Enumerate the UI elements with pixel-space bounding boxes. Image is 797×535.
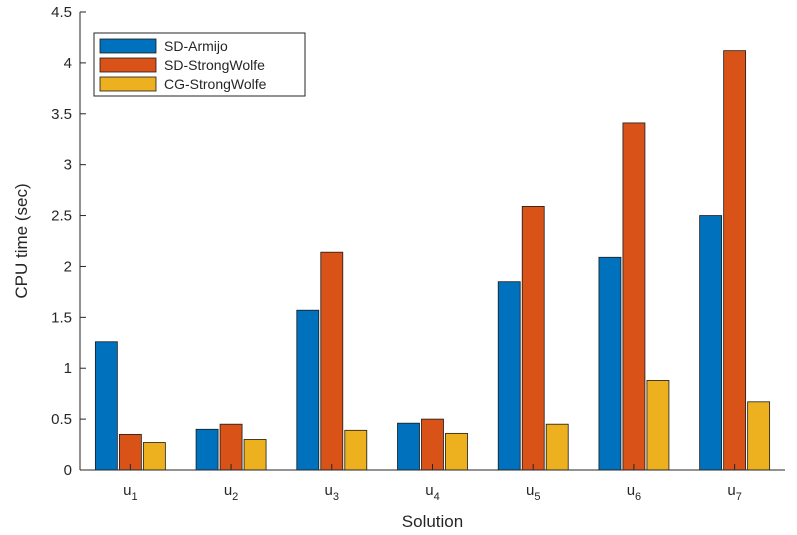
bar-sd-armijo-u7	[699, 215, 723, 471]
x-tick-label: u5	[526, 482, 540, 503]
ticks-group: 0 0.5 1 1.5 2 2.5 3 3.5 4 4.5 u1 u2 u3 u4 u5 u6 u7	[51, 4, 742, 503]
legend-swatch	[99, 38, 157, 54]
bar-cg-strongwolfe-u3	[344, 429, 368, 471]
bar-sd-strongwolfe-u5	[521, 205, 545, 471]
x-tick-label: u1	[123, 482, 137, 503]
bar-sd-strongwolfe-u7	[723, 50, 747, 471]
y-tick-label: 1	[64, 360, 72, 377]
bar-cg-strongwolfe-u1	[142, 442, 166, 471]
bar-sd-armijo-u2	[195, 428, 219, 471]
y-tick-label: 4	[64, 55, 72, 72]
x-tick-label: u7	[727, 482, 741, 503]
legend: SD-Armijo SD-StrongWolfe CG-StrongWolfe	[93, 32, 306, 97]
legend-label: CG-StrongWolfe	[164, 76, 267, 92]
x-tick-label: u6	[627, 482, 641, 503]
legend-swatch	[99, 57, 157, 73]
bar-sd-strongwolfe-u6	[622, 122, 646, 471]
bar-sd-strongwolfe-u2	[219, 423, 243, 471]
x-tick-label: u3	[325, 482, 339, 503]
y-tick-label: 2	[64, 258, 72, 275]
bar-sd-armijo-u3	[296, 309, 320, 471]
bar-sd-strongwolfe-u4	[421, 418, 444, 471]
bar-sd-strongwolfe-u3	[320, 251, 344, 471]
y-axis-title: CPU time (sec)	[12, 183, 31, 298]
y-tick-label: 1.5	[51, 309, 72, 326]
x-tick-label: u2	[224, 482, 238, 503]
bars-group	[94, 50, 771, 471]
y-tick-label: 0	[64, 462, 72, 479]
y-tick-label: 2.5	[51, 208, 72, 225]
y-tick-label: 4.5	[51, 4, 72, 21]
bar-cg-strongwolfe-u4	[445, 432, 468, 471]
legend-label: SD-StrongWolfe	[164, 57, 265, 73]
x-axis-title: Solution	[402, 512, 463, 531]
y-tick-label: 3.5	[51, 106, 72, 123]
bar-cg-strongwolfe-u2	[243, 439, 267, 471]
y-tick-label: 0.5	[51, 411, 72, 428]
bar-cg-strongwolfe-u7	[747, 401, 771, 471]
bar-cg-strongwolfe-u6	[646, 380, 670, 471]
y-tick-label: 3	[64, 157, 72, 174]
bar-sd-armijo-u1	[94, 341, 118, 471]
legend-swatch	[99, 76, 157, 92]
legend-label: SD-Armijo	[164, 38, 228, 54]
x-tick-label: u4	[425, 482, 439, 503]
bar-sd-armijo-u4	[397, 422, 420, 471]
bar-cg-strongwolfe-u5	[545, 423, 569, 471]
bar-sd-armijo-u6	[598, 256, 622, 471]
bar-sd-armijo-u5	[497, 281, 521, 471]
